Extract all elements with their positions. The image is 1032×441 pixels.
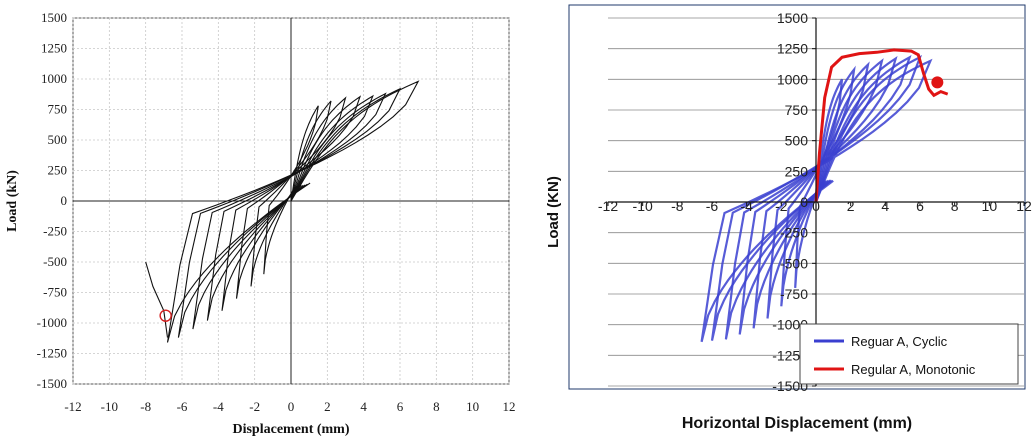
right-y-tick-label: -750 [780,286,808,302]
right-tick-labels: -12 -10 -8 -6 -4 -2 0 2 4 6 8 10 12 -1500 -1250 -1000 -7… [598,10,1032,394]
left-x-tick-label: -10 [101,399,118,414]
left-chart: -12 -10 -8 -6 -4 -2 0 2 4 6 8 10 12 -1500 -1250 -1000 -7… [5,10,516,437]
left-hysteresis-loop [166,80,420,343]
right-series [700,48,949,343]
right-x-tick-label: -10 [633,198,653,214]
right-x-tick-label: 4 [881,198,889,214]
right-x-tick-label: 2 [847,198,855,214]
right-x-tick-label: 6 [916,198,924,214]
right-y-tick-label: -250 [780,225,808,241]
left-failure-marker [159,309,172,322]
right-chart: -12 -10 -8 -6 -4 -2 0 2 4 6 8 10 12 -1500 -1250 -1000 -7… [545,4,1032,432]
right-y-tick-label: 1250 [777,41,808,57]
right-y-tick-label: 250 [785,163,809,179]
legend-label-monotonic: Regular A, Monotonic [851,362,976,377]
right-legend: Reguar A, Cyclic Regular A, Monotonic [799,323,1019,385]
right-y-tick-label: -1000 [772,317,808,333]
left-tick-labels: -12 -10 -8 -6 -4 -2 0 2 4 6 8 10 12 -1500 -1250 -1000 -7… [37,10,516,414]
right-xlabel: Horizontal Displacement (mm) [682,415,912,432]
left-y-tick-label: -500 [43,254,67,269]
right-x-tick-label: 8 [951,198,959,214]
legend-box [799,323,1019,385]
left-y-tick-label: 500 [48,132,68,147]
left-x-tick-label: -12 [64,399,81,414]
left-y-tick-label: -750 [43,285,67,300]
left-y-tick-label: 250 [48,163,68,178]
left-x-tick-label: -4 [213,399,224,414]
right-y-tick-label: -500 [780,255,808,271]
right-y-tick-label: 0 [800,194,808,210]
right-monotonic-curve [814,48,949,203]
right-y-tick-label: 1000 [777,71,808,87]
right-x-tick-label: -2 [775,198,788,214]
right-y-tick-label: 500 [785,133,809,149]
right-ylabel: Load (KN) [545,176,562,248]
left-x-tick-label: 8 [433,399,440,414]
left-x-tick-label: 0 [288,399,295,414]
left-y-tick-label: -1500 [37,376,67,391]
right-failure-marker [931,76,944,89]
left-x-tick-label: 12 [503,399,516,414]
right-x-tick-label: 0 [812,198,820,214]
right-y-tick-label: -1250 [772,347,808,363]
left-x-tick-label: -2 [249,399,260,414]
left-x-tick-label: -6 [177,399,188,414]
left-xlabel: Displacement (mm) [232,422,349,437]
left-ylabel: Load (kN) [5,170,20,232]
left-x-tick-label: 2 [324,399,331,414]
left-y-tick-label: -1250 [37,346,67,361]
left-x-tick-label: 10 [466,399,479,414]
left-y-tick-label: -1000 [37,315,67,330]
left-x-tick-label: 6 [397,399,404,414]
left-x-tick-label: -8 [140,399,151,414]
left-hysteresis-loop [192,92,387,330]
legend-label-cyclic: Reguar A, Cyclic [851,334,948,349]
right-x-tick-label: -8 [671,198,684,214]
left-y-tick-label: 1500 [41,10,67,25]
right-x-tick-label: -6 [706,198,719,214]
right-x-tick-label: 10 [982,198,998,214]
left-y-tick-label: 1000 [41,71,67,86]
left-series [145,80,420,343]
right-y-tick-label: 1500 [777,10,808,26]
left-y-tick-label: 750 [48,102,68,117]
right-x-tick-label: -12 [598,198,618,214]
right-x-tick-label: 12 [1016,198,1032,214]
right-y-tick-label: -1500 [772,378,808,394]
left-y-tick-label: 0 [61,193,68,208]
right-x-tick-label: -4 [740,198,753,214]
left-failure-tail [145,261,169,338]
left-y-tick-label: 1250 [41,41,67,56]
left-x-tick-label: 4 [360,399,367,414]
right-y-tick-label: 750 [785,102,809,118]
left-y-tick-label: -250 [43,224,67,239]
